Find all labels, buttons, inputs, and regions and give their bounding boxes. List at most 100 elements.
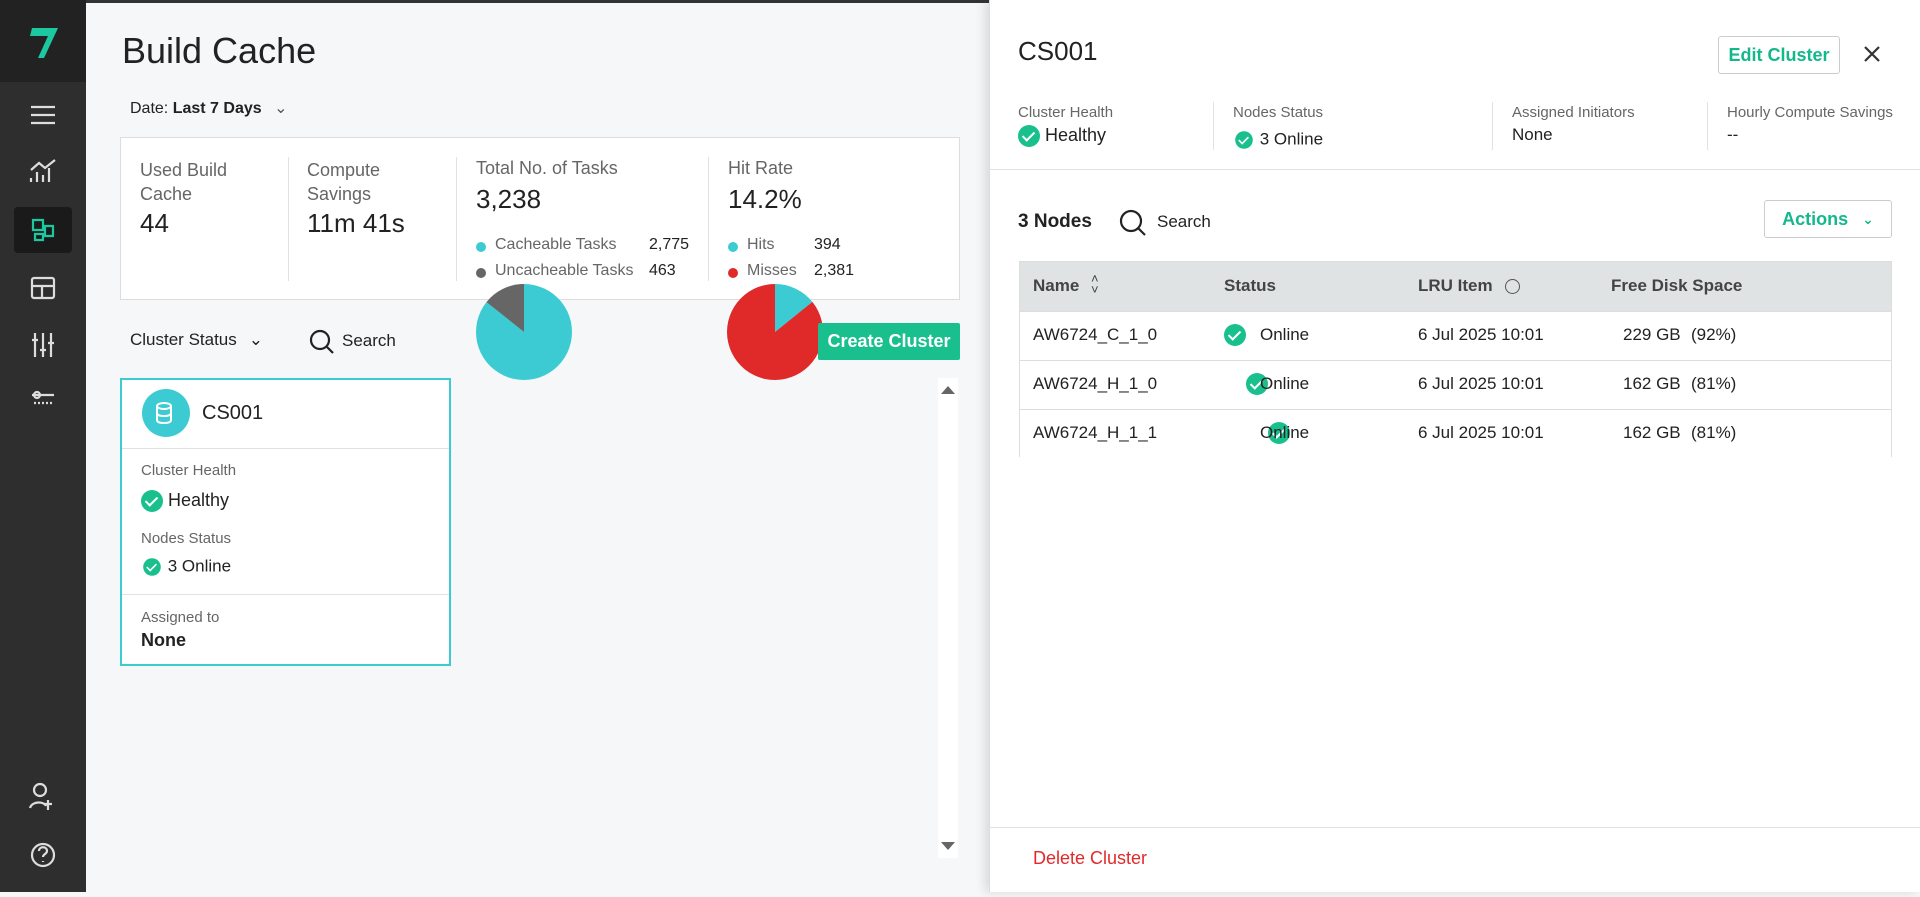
- legend-label: Uncacheable Tasks: [495, 262, 634, 279]
- summary-label: Hourly Compute Savings: [1727, 104, 1893, 121]
- sidebar: [0, 0, 86, 892]
- chevron: ⌄: [1862, 210, 1874, 227]
- summary-label: Assigned Initiators: [1512, 104, 1635, 121]
- legend-value: 394: [814, 236, 841, 253]
- nodes: 3 Online: [141, 556, 231, 578]
- divider: [456, 157, 457, 281]
- disk-space: 162 GB: [1623, 374, 1681, 393]
- check-icon: [1224, 324, 1246, 346]
- stat-label: Used Build Cache: [140, 160, 228, 204]
- chevron: ⌄: [274, 100, 288, 117]
- column-header: Status: [1224, 276, 1276, 295]
- legend-dot: [728, 268, 738, 278]
- date-label: Date:: [130, 100, 169, 117]
- panel-title: CS001: [1018, 36, 1098, 66]
- summary-value: None: [1512, 125, 1553, 144]
- edit-cluster-button[interactable]: Edit Cluster: [1718, 36, 1840, 74]
- legend-value: 463: [649, 262, 676, 279]
- check-icon: [141, 490, 163, 513]
- legend-label: Misses: [747, 262, 797, 279]
- search[interactable]: Search: [342, 331, 396, 350]
- info-icon: [1505, 279, 1520, 294]
- divider: [122, 594, 449, 595]
- date-filter[interactable]: Date: Last 7 Days ⌄: [130, 98, 288, 118]
- lru-item: 6 Jul 2025 10:01: [1418, 374, 1544, 393]
- search[interactable]: Search: [1157, 212, 1211, 231]
- disk-percent: (92%): [1691, 325, 1737, 344]
- summary-label: Nodes Status: [1233, 104, 1324, 121]
- label: Cluster Health: [141, 462, 237, 479]
- stat-value: 11m 41s: [307, 208, 405, 238]
- legend-dot: [476, 268, 486, 278]
- card-title: CS001: [202, 402, 264, 424]
- divider: [990, 169, 1920, 170]
- check-icon: [1018, 125, 1040, 148]
- search-icon: [309, 329, 334, 354]
- summary-label: Cluster Health: [1018, 104, 1114, 121]
- stat-value: 14.2%: [728, 184, 802, 214]
- nodes-value: 3 Online: [1259, 129, 1324, 149]
- scrollbar[interactable]: [938, 378, 958, 858]
- db-icon: [156, 402, 172, 425]
- column-header: Free Disk Space: [1611, 276, 1743, 295]
- page-title: Build Cache: [122, 30, 317, 71]
- table-row: [1020, 409, 1891, 458]
- actions-button[interactable]: Actions ⌄: [1764, 200, 1892, 238]
- disk-space: 229 GB: [1623, 325, 1681, 344]
- stat-label: Total No. of Tasks: [476, 158, 618, 178]
- column-header: LRU Item: [1418, 276, 1493, 295]
- disk-percent: (81%): [1691, 423, 1737, 442]
- stat-value: 44: [140, 208, 169, 238]
- legend-label: Cacheable Tasks: [495, 236, 617, 253]
- nodes-count: 3 Nodes: [1018, 211, 1092, 232]
- summary-value: 3 Online: [1233, 129, 1323, 151]
- divider: [122, 448, 449, 449]
- check-icon: [143, 558, 161, 576]
- check-icon: [1246, 373, 1268, 395]
- search-icon: [1119, 209, 1146, 236]
- cluster-card[interactable]: CS001 Cluster Health Healthy Nodes Statu…: [120, 378, 451, 666]
- lru-item: 6 Jul 2025 10:01: [1418, 325, 1544, 344]
- detail-panel: CS001 Edit Cluster Cluster Health Health…: [989, 0, 1920, 892]
- health: Healthy: [141, 490, 230, 513]
- table-row: [1020, 311, 1891, 360]
- health-value: Healthy: [1045, 125, 1107, 145]
- divider: [1492, 102, 1493, 150]
- delete-cluster-button[interactable]: Delete Cluster: [1033, 848, 1148, 868]
- stat-value: 3,238: [476, 184, 542, 214]
- node-status: Online: [1260, 374, 1310, 393]
- stats-box: [120, 137, 960, 300]
- close-button[interactable]: [1862, 44, 1882, 64]
- node-status: Online: [1260, 423, 1310, 442]
- actions-label: Actions: [1782, 208, 1849, 229]
- lru-item: 6 Jul 2025 10:01: [1418, 423, 1544, 442]
- stat-label: Hit Rate: [728, 158, 794, 178]
- scroll-arrows: [941, 386, 955, 850]
- filter-label: Cluster Status: [130, 330, 237, 349]
- cluster-status-filter[interactable]: Cluster Status ⌄: [130, 330, 263, 350]
- divider: [288, 157, 289, 281]
- create-cluster-button[interactable]: Create Cluster: [818, 323, 960, 360]
- date-value: Last 7 Days: [172, 100, 262, 117]
- legend-dot: [728, 242, 738, 252]
- node-status: Online: [1260, 325, 1310, 344]
- health-value: Healthy: [168, 490, 230, 510]
- summary-value: Healthy: [1018, 125, 1107, 148]
- sidebar-icons: [0, 0, 86, 868]
- legend-value: 2,775: [649, 236, 690, 253]
- sort-icon[interactable]: ˄ ˅: [1091, 271, 1099, 297]
- nodes-value: 3 Online: [167, 556, 232, 576]
- disk-space: 162 GB: [1623, 423, 1681, 442]
- legend-dot: [476, 242, 486, 252]
- divider: [1707, 102, 1708, 150]
- divider: [1213, 102, 1214, 150]
- stat-label: Compute Savings: [307, 160, 381, 204]
- label: Nodes Status: [141, 530, 232, 547]
- legend-label: Hits: [747, 236, 775, 253]
- table-row: [1020, 360, 1891, 409]
- column-header: Name: [1033, 276, 1080, 295]
- check-icon: [1268, 422, 1290, 444]
- node-name: AW6724_H_1_0: [1033, 374, 1158, 393]
- nodes-table: Name Status LRU Item Free Disk Space ˄ ˅ AW672…: [1019, 261, 1892, 458]
